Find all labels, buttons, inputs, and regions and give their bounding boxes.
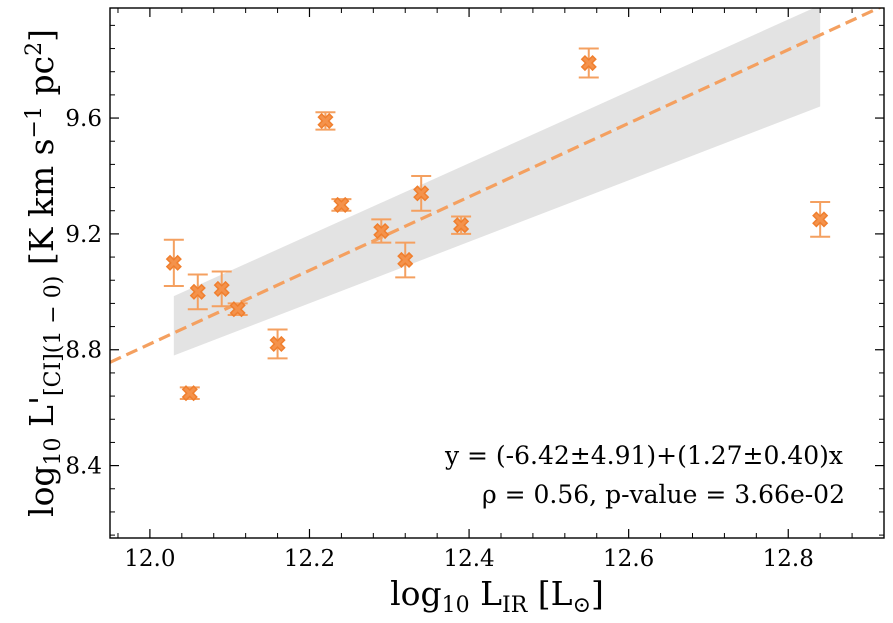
axes-layer: 12.0 12.2 12.4 12.6 12.8 8.4 8.8 9.2 9.6 bbox=[65, 7, 885, 572]
x-marker bbox=[397, 251, 414, 269]
plot-frame bbox=[109, 7, 885, 539]
data-point bbox=[810, 201, 831, 238]
x-tick-label: 12.0 bbox=[124, 546, 175, 572]
data-point bbox=[411, 174, 432, 212]
data-point bbox=[267, 328, 288, 360]
data-point bbox=[187, 273, 208, 311]
data-point bbox=[395, 241, 416, 279]
data-point bbox=[227, 301, 248, 318]
x-marker bbox=[317, 112, 334, 130]
data-point bbox=[371, 218, 392, 244]
data-point bbox=[211, 270, 232, 308]
data-point bbox=[315, 111, 336, 131]
correlation-annotation: ρ = 0.56, p-value = 3.66e-02 bbox=[482, 480, 845, 509]
data-point bbox=[331, 196, 352, 214]
x-marker bbox=[189, 283, 206, 300]
y-tick-label: 9.2 bbox=[65, 222, 102, 248]
y-tick-label: 8.8 bbox=[65, 338, 102, 364]
fit-line-layer bbox=[110, 8, 883, 364]
x-marker bbox=[229, 301, 246, 318]
x-marker bbox=[812, 211, 829, 228]
fit-line bbox=[110, 8, 883, 364]
x-tick-label: 12.6 bbox=[603, 546, 654, 572]
confidence-band-layer bbox=[173, 8, 821, 356]
x-marker bbox=[333, 196, 350, 214]
x-marker bbox=[580, 54, 597, 72]
data-point bbox=[163, 238, 184, 288]
confidence-band bbox=[173, 8, 821, 356]
data-point bbox=[179, 385, 200, 402]
x-marker bbox=[373, 222, 390, 240]
y-tick-label: 8.4 bbox=[65, 454, 102, 480]
y-tick-label: 9.6 bbox=[65, 106, 102, 132]
x-axis-title: log10 LIR [L⊙] bbox=[390, 574, 604, 618]
data-points-layer bbox=[163, 47, 831, 402]
x-tick-label: 12.2 bbox=[284, 546, 335, 572]
x-marker bbox=[165, 254, 182, 271]
x-marker bbox=[181, 385, 198, 402]
x-marker bbox=[213, 280, 230, 297]
x-marker bbox=[269, 335, 286, 353]
x-marker bbox=[413, 185, 430, 202]
fit-equation-annotation: y = (-6.42±4.91)+(1.27±0.40)x bbox=[444, 441, 843, 470]
x-tick-label: 12.4 bbox=[443, 546, 494, 572]
data-point bbox=[578, 47, 599, 79]
data-point bbox=[451, 215, 472, 235]
y-axis-title: log10 L'[CI](1 − 0) [K km s−1 pc2] bbox=[22, 29, 66, 517]
x-tick-label: 12.8 bbox=[763, 546, 814, 572]
x-marker bbox=[453, 217, 470, 234]
